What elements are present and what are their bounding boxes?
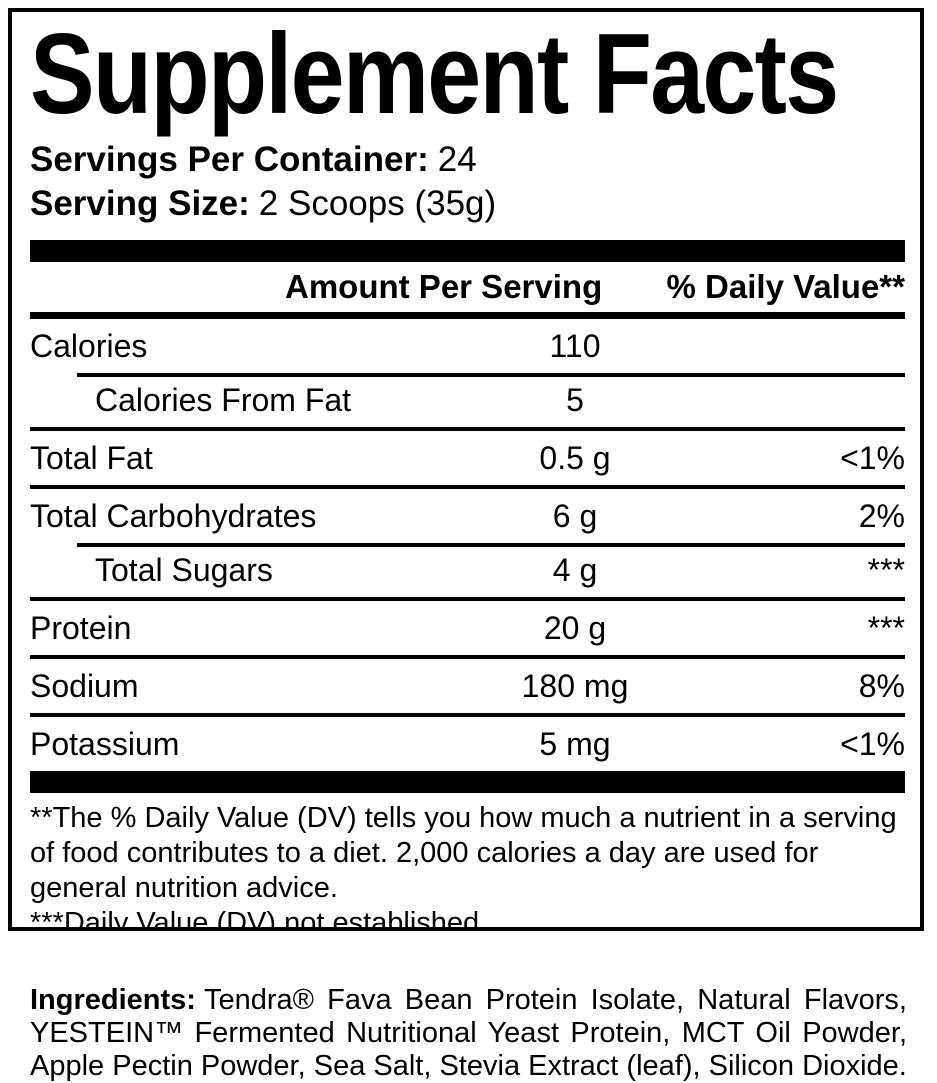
ingredients-paragraph: Ingredients: Tendra® Fava Bean Protein Is… [0, 984, 937, 1083]
facts-rows: Calories 110 Calories From Fat 5 Total F… [30, 319, 905, 771]
nutrient-amount: 4 g [552, 551, 598, 588]
nutrient-name: Calories From Fat [95, 381, 352, 418]
nutrient-row: Calories From Fat 5 [30, 373, 905, 427]
nutrient-amount: 110 [549, 327, 601, 364]
amount-per-serving-header: Amount Per Serving [285, 268, 603, 305]
serving-size-label: Serving Size: [30, 184, 250, 223]
nutrient-row: Sodium 180 mg 8% [30, 655, 905, 713]
supplement-facts-panel: Supplement Facts Servings Per Container:… [8, 8, 924, 931]
serving-info: Servings Per Container: 24 Serving Size: 2… [30, 138, 905, 226]
panel-title: Supplement Facts [30, 11, 839, 138]
nutrient-row: Total Sugars 4 g *** [30, 543, 905, 597]
nutrient-row: Calories 110 [30, 319, 905, 373]
nutrient-amount: 0.5 g [539, 439, 611, 476]
servings-per-container-line: Servings Per Container: 24 [30, 138, 905, 182]
nutrient-amount: 5 [566, 381, 584, 418]
not-established-footnote: ***Daily Value (DV) not established. [30, 907, 488, 931]
nutrient-amount: 180 mg [521, 667, 629, 704]
nutrient-row: Total Carbohydrates 6 g 2% [30, 485, 905, 543]
footnotes: **The % Daily Value (DV) tells you how m… [30, 801, 905, 931]
nutrient-name: Calories [30, 327, 148, 364]
serving-size-line: Serving Size: 2 Scoops (35g) [30, 182, 905, 226]
nutrient-daily-value: 2% [858, 497, 905, 534]
ingredients-label: Ingredients: [30, 984, 196, 1016]
nutrient-amount: 20 g [543, 609, 607, 646]
serving-size-value: 2 Scoops (35g) [258, 184, 497, 223]
nutrient-name: Total Fat [30, 439, 153, 476]
daily-value-footnote: **The % Daily Value (DV) tells you how m… [30, 802, 897, 904]
nutrient-daily-value: <1% [840, 725, 905, 762]
nutrient-daily-value: 8% [858, 667, 905, 704]
nutrient-row: Potassium 5 mg <1% [30, 713, 905, 771]
facts-table-header: Amount Per Serving % Daily Value** [30, 262, 905, 319]
nutrient-name: Total Carbohydrates [30, 497, 317, 534]
daily-value-header: % Daily Value** [666, 268, 905, 305]
servings-per-container-value: 24 [437, 140, 477, 179]
bottom-divider-bar [30, 771, 905, 793]
nutrient-name: Potassium [30, 725, 180, 762]
nutrient-row: Total Fat 0.5 g <1% [30, 427, 905, 485]
nutrient-daily-value: *** [867, 609, 905, 646]
nutrient-amount: 5 mg [539, 725, 611, 762]
top-divider-bar [30, 240, 905, 262]
servings-per-container-label: Servings Per Container: [30, 140, 429, 179]
nutrient-amount: 6 g [552, 497, 598, 534]
nutrient-daily-value: <1% [840, 439, 905, 476]
nutrient-name: Protein [30, 609, 132, 646]
nutrient-name: Total Sugars [95, 551, 273, 588]
nutrient-row: Protein 20 g *** [30, 597, 905, 655]
nutrient-name: Sodium [30, 667, 139, 704]
nutrient-daily-value: *** [867, 551, 905, 588]
